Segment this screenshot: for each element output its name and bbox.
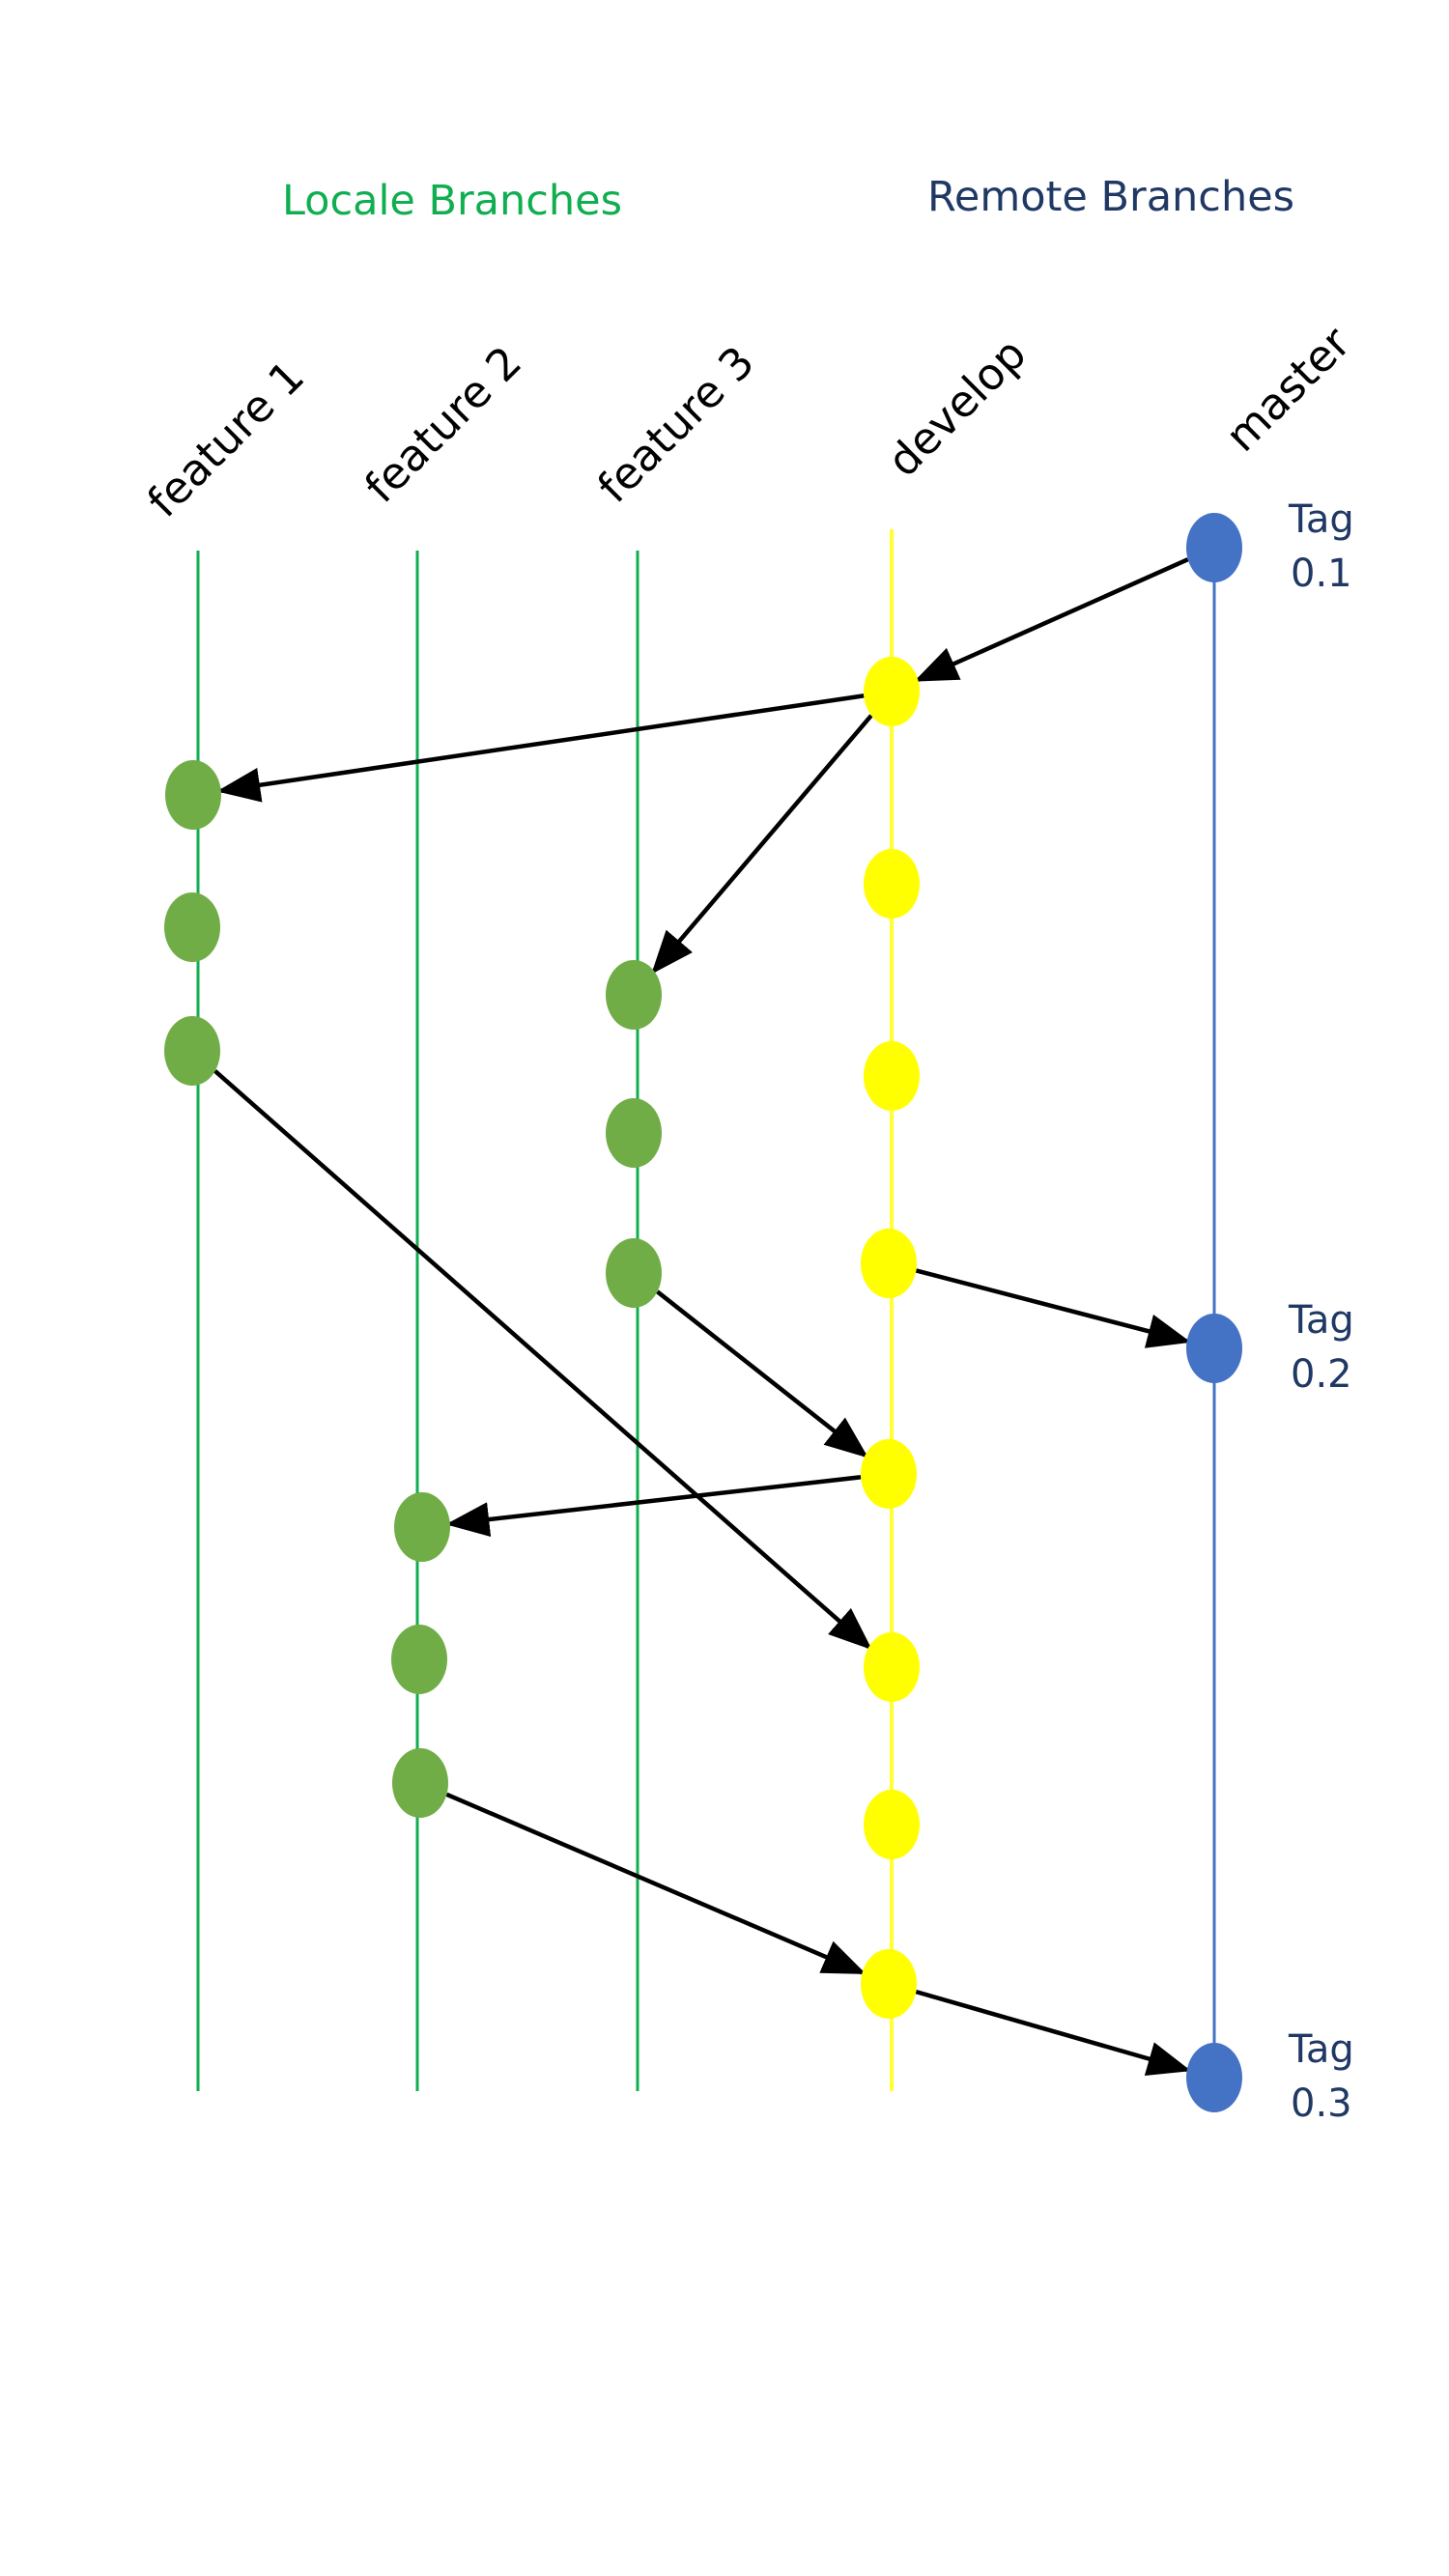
merge-arrow-f1-c3-to-d-c6 <box>213 1069 872 1651</box>
merge-arrow-d-c8-to-m-c3 <box>915 1989 1192 2076</box>
merge-arrow-d-c1-to-f3-c1 <box>651 714 873 975</box>
merge-arrow-f3-c3-to-d-c5 <box>656 1289 869 1458</box>
commit-d-c5 <box>861 1439 917 1509</box>
commit-f2-c3 <box>392 1748 448 1818</box>
commit-d-c8 <box>861 1949 917 2019</box>
merge-arrow-d-c1-to-f1-c1 <box>216 694 865 803</box>
remote-branches-title: Remote Branches <box>927 173 1294 221</box>
commit-d-c6 <box>864 1632 920 1702</box>
commit-d-c3 <box>864 1041 920 1111</box>
merge-arrow-f2-c3-to-d-c8 <box>445 1792 867 1975</box>
merge-arrows <box>213 557 1192 2076</box>
tag-version-2: 0.2 <box>1291 1352 1352 1397</box>
branch-label-feature-3: feature 3 <box>587 336 764 513</box>
branch-label-master: master <box>1215 317 1360 462</box>
commit-f1-c2 <box>164 892 220 962</box>
commit-f2-c1 <box>394 1492 450 1562</box>
local-branches-title: Locale Branches <box>282 177 622 225</box>
branch-label-feature-1: feature 1 <box>137 351 314 527</box>
commit-m-c3 <box>1186 2043 1242 2112</box>
tag-word-3: Tag <box>1288 2027 1354 2072</box>
tag-version-1: 0.1 <box>1291 552 1352 596</box>
commit-d-c1 <box>864 657 920 726</box>
commit-f3-c3 <box>606 1238 662 1308</box>
tag-word-2: Tag <box>1288 1298 1354 1343</box>
commit-f2-c2 <box>391 1625 447 1694</box>
commits <box>164 513 1242 2112</box>
commit-d-c4 <box>861 1229 917 1298</box>
merge-arrow-d-c4-to-m-c2 <box>915 1268 1191 1348</box>
branch-label-feature-2: feature 2 <box>355 336 531 513</box>
commit-f3-c1 <box>606 960 662 1030</box>
commit-d-c2 <box>864 849 920 919</box>
commit-d-c7 <box>864 1790 920 1859</box>
commit-f1-c1 <box>165 760 221 830</box>
branch-label-develop: develop <box>877 328 1036 487</box>
merge-arrow-m-c1-to-d-c1 <box>914 557 1189 682</box>
commit-m-c2 <box>1186 1314 1242 1383</box>
tag-word-1: Tag <box>1288 497 1354 542</box>
tag-version-3: 0.3 <box>1291 2081 1352 2126</box>
tags: Tag 0.1 Tag 0.2 Tag 0.3 <box>1288 497 1354 2126</box>
commit-f3-c2 <box>606 1098 662 1168</box>
commit-m-c1 <box>1186 513 1242 582</box>
merge-arrow-d-c5-to-f2-c1 <box>445 1475 862 1538</box>
commit-f1-c3 <box>164 1016 220 1086</box>
